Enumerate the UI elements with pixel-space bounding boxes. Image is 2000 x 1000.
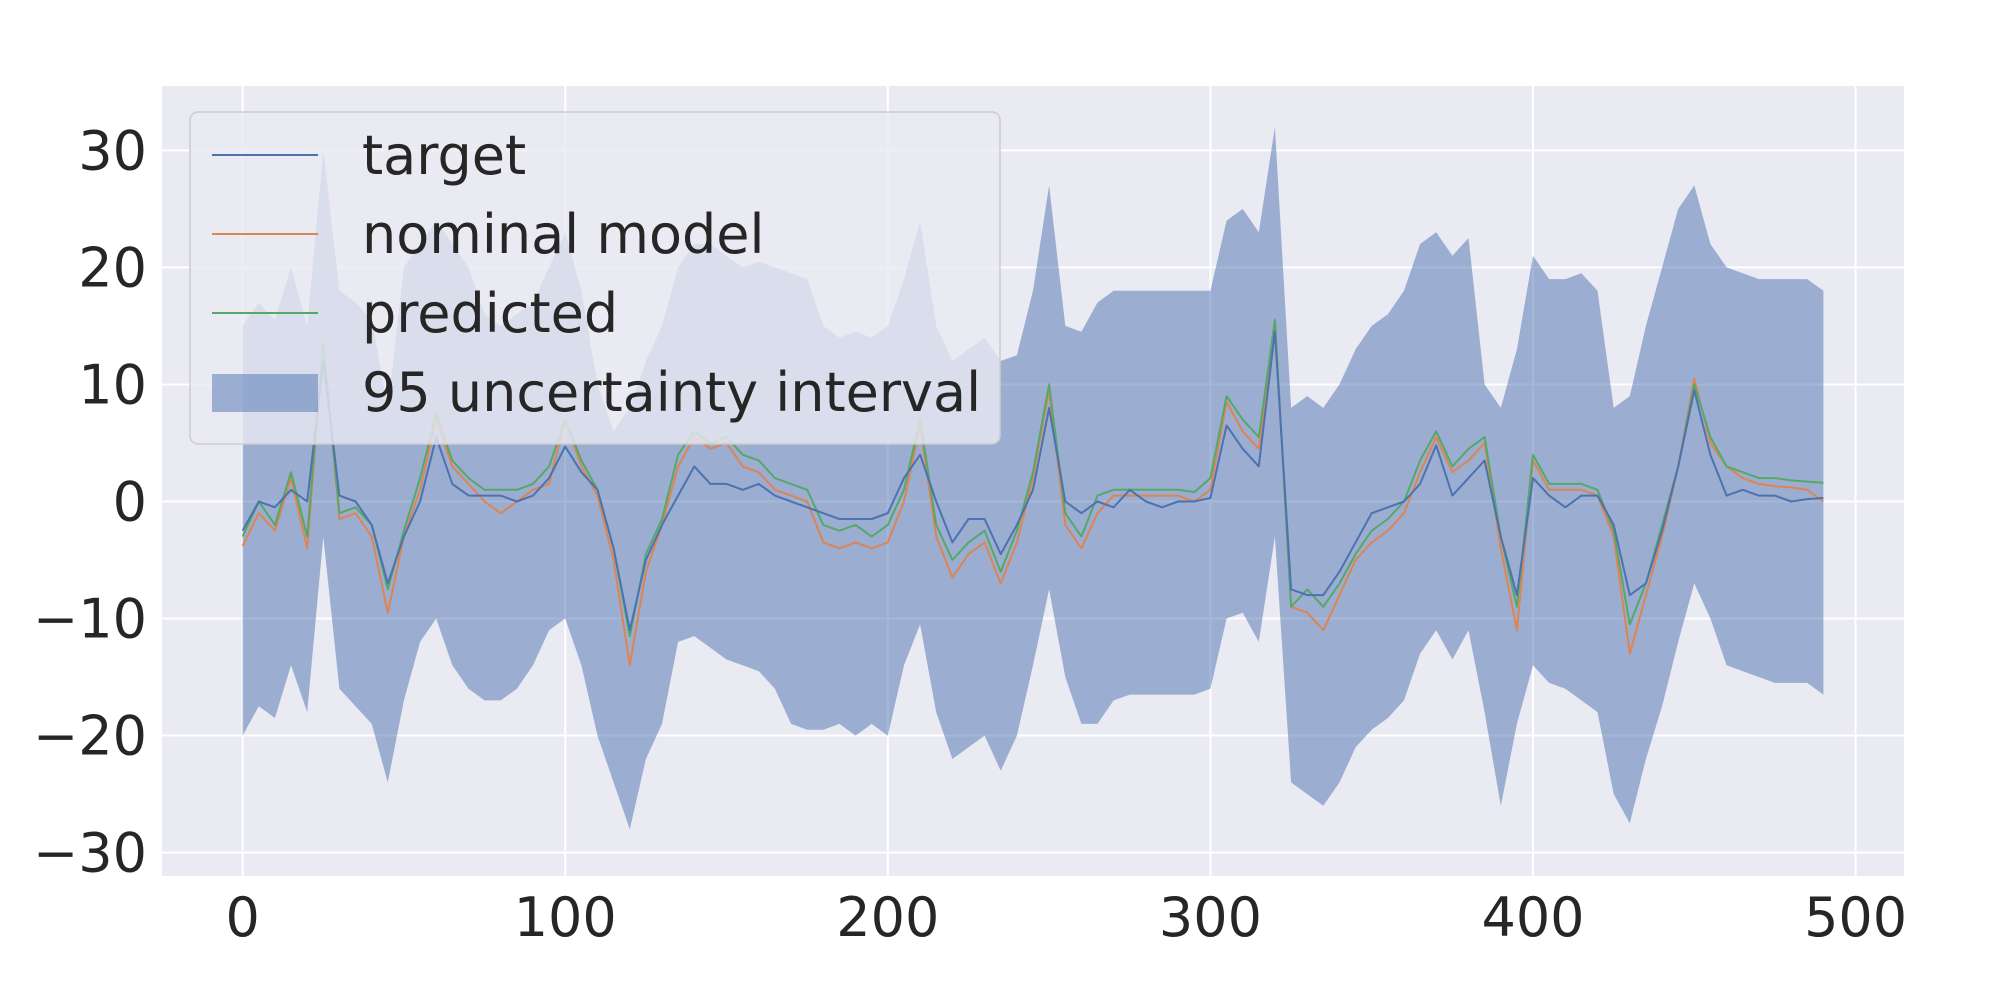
target-line — [241, 330, 1824, 632]
predicted-line — [241, 319, 1824, 638]
legend-label-uncertainty-interval: 95 uncertainty interval — [362, 361, 981, 424]
series-lines — [241, 319, 1824, 667]
legend-label-nominal-model: nominal model — [362, 203, 765, 266]
y-axis-ticks: 30 20 10 0 −10 −20 −30 — [33, 119, 147, 884]
y-tick-label: 30 — [78, 119, 147, 182]
nominal-model-line — [241, 319, 1824, 667]
x-tick-label: 200 — [836, 886, 939, 949]
x-axis-ticks: 0 100 200 300 400 500 — [225, 886, 1907, 949]
y-tick-label: −30 — [33, 822, 147, 885]
x-tick-label: 300 — [1159, 886, 1262, 949]
legend-swatch-uncertainty-interval — [212, 374, 318, 412]
legend-box — [189, 111, 1001, 445]
x-tick-label: 100 — [514, 886, 617, 949]
legend-label-predicted: predicted — [362, 282, 618, 345]
y-tick-label: −20 — [33, 705, 147, 768]
y-tick-label: 10 — [78, 353, 147, 416]
legend-label-target: target — [362, 124, 526, 187]
y-tick-label: −10 — [33, 588, 147, 651]
x-tick-label: 0 — [225, 886, 259, 949]
y-tick-label: 20 — [78, 236, 147, 299]
x-tick-label: 400 — [1481, 886, 1584, 949]
y-tick-label: 0 — [113, 470, 147, 533]
legend: target nominal model predicted 95 uncert… — [189, 111, 1001, 445]
x-tick-label: 500 — [1804, 886, 1907, 949]
